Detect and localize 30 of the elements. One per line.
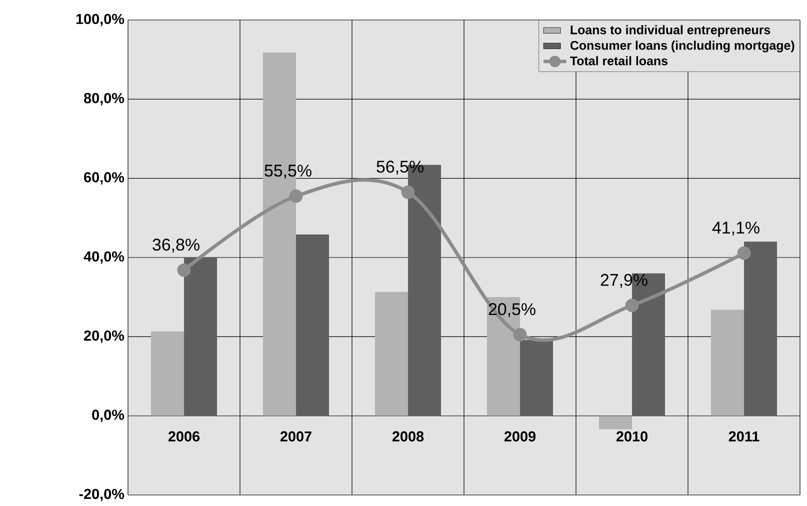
legend-label: Total retail loans xyxy=(570,56,668,66)
y-tick-label: 40,0% xyxy=(84,251,124,264)
legend-label: Loans to individual entrepreneurs xyxy=(570,25,770,37)
y-tick-label: 80,0% xyxy=(84,92,124,106)
data-label: 36,8% xyxy=(152,238,200,253)
data-label: 41,1% xyxy=(712,222,760,236)
bar xyxy=(599,416,632,430)
point xyxy=(177,263,191,277)
point xyxy=(513,328,527,342)
y-tick-label: 60,0% xyxy=(84,172,124,184)
y-tick-label: -20,0% xyxy=(79,488,124,502)
y-tick-label: 100,0% xyxy=(76,14,124,26)
point xyxy=(625,298,639,312)
bar xyxy=(151,332,184,416)
x-tick-label: 2006 xyxy=(168,431,200,442)
x-tick-label: 2008 xyxy=(392,431,424,442)
bar xyxy=(375,292,408,416)
bar xyxy=(711,310,744,416)
x-tick-label: 2009 xyxy=(504,431,536,442)
x-tick-label: 2011 xyxy=(728,431,760,442)
point xyxy=(401,185,415,199)
y-tick-label: 20,0% xyxy=(84,330,124,343)
y-tick-label: 0,0% xyxy=(92,410,124,422)
data-label: 55,5% xyxy=(264,164,312,179)
data-label: 20,5% xyxy=(488,303,536,318)
point xyxy=(737,246,751,260)
x-tick-label: 2010 xyxy=(616,431,648,442)
point xyxy=(289,189,303,203)
x-tick-label: 2007 xyxy=(280,431,312,442)
legend-label: Consumer loans (including mortgage) xyxy=(570,40,794,52)
